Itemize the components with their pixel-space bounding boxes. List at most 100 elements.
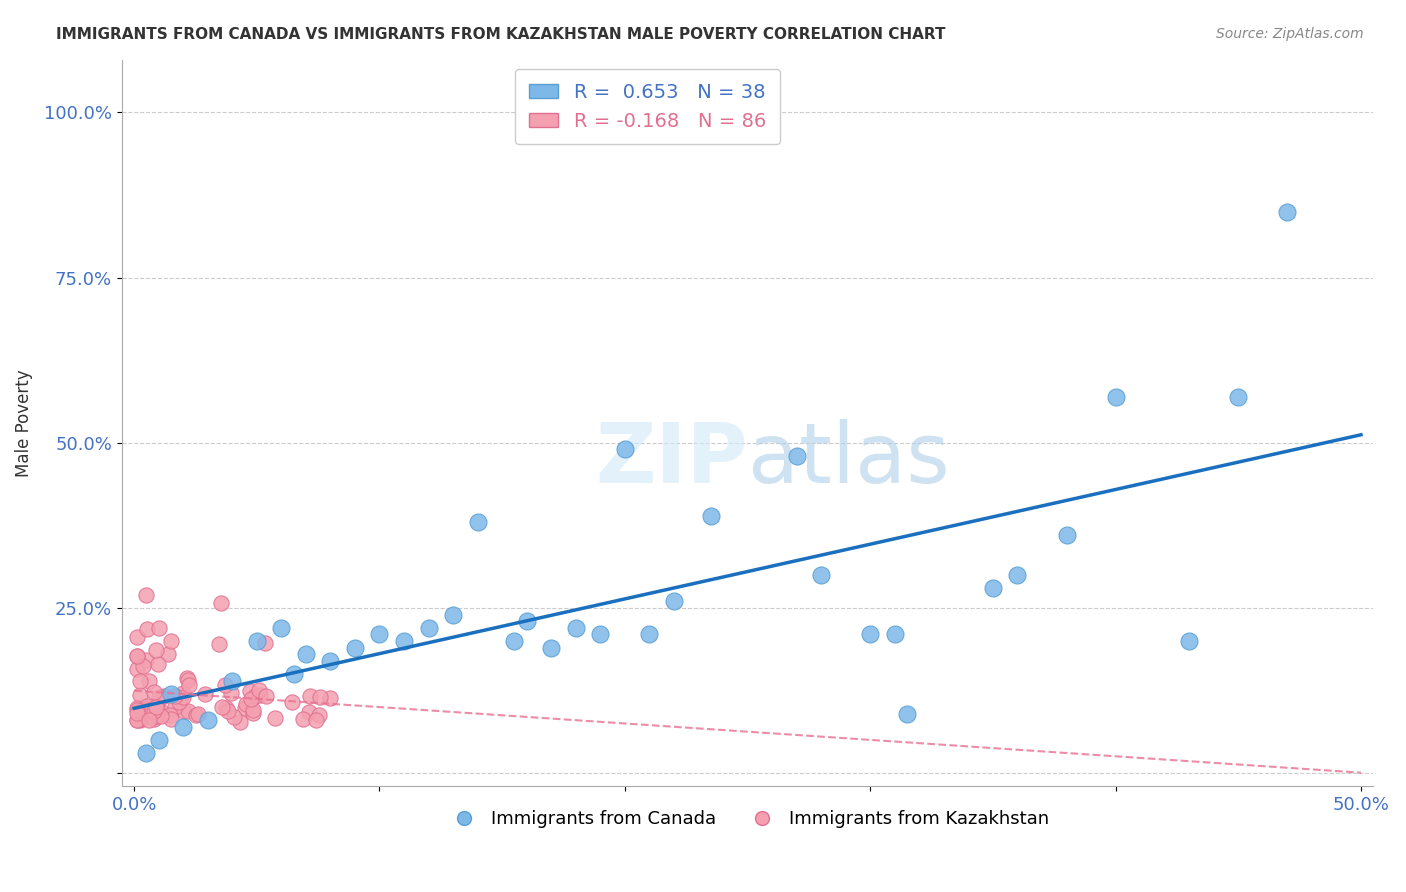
Immigrants from Kazakhstan (125, 662, 148, 676)
Immigrants from Kazakhstan (129, 712, 152, 726)
Immigrants from Kazakhstan (125, 706, 148, 720)
Immigrants from Kazakhstan (129, 688, 152, 702)
Immigrants from Kazakhstan (292, 713, 315, 727)
Immigrants from Kazakhstan (233, 701, 256, 715)
Immigrants from Kazakhstan (125, 649, 148, 664)
Immigrants from Kazakhstan (148, 690, 170, 704)
Immigrants from Kazakhstan (150, 690, 173, 704)
Immigrants from Kazakhstan (263, 711, 285, 725)
Immigrants from Canada (343, 640, 366, 655)
Immigrants from Canada (270, 621, 292, 635)
Immigrants from Kazakhstan (253, 636, 276, 650)
Immigrants from Kazakhstan (145, 700, 167, 714)
Immigrants from Kazakhstan (208, 637, 231, 651)
Text: IMMIGRANTS FROM CANADA VS IMMIGRANTS FROM KAZAKHSTAN MALE POVERTY CORRELATION CH: IMMIGRANTS FROM CANADA VS IMMIGRANTS FRO… (56, 27, 946, 42)
Immigrants from Canada (810, 568, 832, 582)
Immigrants from Canada (540, 640, 562, 655)
Immigrants from Canada (700, 508, 723, 523)
Immigrants from Kazakhstan (135, 653, 157, 667)
Immigrants from Kazakhstan (143, 712, 166, 726)
Immigrants from Canada (283, 667, 305, 681)
Legend: Immigrants from Canada, Immigrants from Kazakhstan: Immigrants from Canada, Immigrants from … (439, 803, 1056, 836)
Immigrants from Kazakhstan (219, 686, 242, 700)
Immigrants from Canada (516, 615, 538, 629)
Immigrants from Kazakhstan (128, 707, 150, 722)
Immigrants from Kazakhstan (141, 703, 163, 717)
Immigrants from Canada (467, 515, 489, 529)
Immigrants from Canada (613, 442, 636, 457)
Immigrants from Canada (896, 706, 918, 721)
Immigrants from Kazakhstan (298, 689, 321, 703)
Immigrants from Kazakhstan (142, 710, 165, 724)
Immigrants from Kazakhstan (177, 678, 200, 692)
Immigrants from Kazakhstan (177, 704, 200, 718)
Immigrants from Canada (1007, 568, 1029, 582)
Immigrants from Kazakhstan (125, 703, 148, 717)
Immigrants from Kazakhstan (146, 708, 169, 723)
Immigrants from Kazakhstan (176, 672, 198, 686)
Immigrants from Kazakhstan (239, 692, 262, 706)
Immigrants from Canada (246, 634, 269, 648)
Immigrants from Kazakhstan (243, 689, 266, 703)
Immigrants from Kazakhstan (186, 708, 208, 723)
Immigrants from Kazakhstan (142, 710, 165, 724)
Immigrants from Kazakhstan (308, 690, 330, 705)
Immigrants from Kazakhstan (242, 702, 264, 716)
Immigrants from Kazakhstan (125, 630, 148, 644)
Immigrants from Kazakhstan (304, 713, 326, 727)
Immigrants from Kazakhstan (217, 704, 239, 718)
Immigrants from Kazakhstan (145, 643, 167, 657)
Immigrants from Canada (1277, 204, 1299, 219)
Immigrants from Canada (883, 627, 905, 641)
Immigrants from Kazakhstan (138, 713, 160, 727)
Immigrants from Kazakhstan (214, 678, 236, 692)
Immigrants from Canada (418, 621, 440, 635)
Immigrants from Canada (1056, 528, 1078, 542)
Immigrants from Kazakhstan (134, 703, 156, 717)
Immigrants from Canada (859, 627, 882, 641)
Immigrants from Kazakhstan (148, 621, 170, 635)
Immigrants from Kazakhstan (319, 691, 342, 706)
Immigrants from Kazakhstan (159, 708, 181, 723)
Immigrants from Canada (503, 634, 526, 648)
Immigrants from Kazakhstan (136, 701, 159, 715)
Immigrants from Kazakhstan (146, 702, 169, 716)
Immigrants from Canada (1227, 390, 1250, 404)
Immigrants from Canada (172, 720, 194, 734)
Immigrants from Kazakhstan (167, 695, 190, 709)
Immigrants from Canada (589, 627, 612, 641)
Immigrants from Kazakhstan (136, 622, 159, 636)
Immigrants from Canada (565, 621, 588, 635)
Immigrants from Kazakhstan (160, 634, 183, 648)
Text: Source: ZipAtlas.com: Source: ZipAtlas.com (1216, 27, 1364, 41)
Immigrants from Canada (368, 627, 391, 641)
Immigrants from Kazakhstan (163, 689, 186, 703)
Immigrants from Kazakhstan (150, 709, 173, 723)
Immigrants from Canada (786, 449, 808, 463)
Immigrants from Kazakhstan (235, 697, 257, 711)
Immigrants from Canada (981, 581, 1004, 595)
Immigrants from Kazakhstan (187, 706, 209, 721)
Immigrants from Kazakhstan (172, 690, 194, 704)
Immigrants from Kazakhstan (173, 704, 195, 718)
Immigrants from Kazakhstan (132, 658, 155, 673)
Immigrants from Kazakhstan (146, 657, 169, 671)
Immigrants from Canada (392, 634, 415, 648)
Immigrants from Kazakhstan (152, 689, 174, 703)
Text: atlas: atlas (748, 419, 949, 500)
Immigrants from Kazakhstan (128, 714, 150, 728)
Immigrants from Kazakhstan (150, 705, 173, 719)
Immigrants from Kazakhstan (229, 714, 252, 729)
Immigrants from Kazakhstan (239, 684, 262, 698)
Immigrants from Kazakhstan (125, 700, 148, 714)
Immigrants from Kazakhstan (211, 700, 233, 714)
Immigrants from Canada (638, 627, 661, 641)
Immigrants from Canada (135, 747, 157, 761)
Immigrants from Kazakhstan (125, 648, 148, 663)
Immigrants from Kazakhstan (127, 713, 149, 727)
Immigrants from Kazakhstan (165, 700, 187, 714)
Immigrants from Kazakhstan (254, 689, 277, 703)
Immigrants from Canada (662, 594, 685, 608)
Immigrants from Kazakhstan (135, 588, 157, 602)
Immigrants from Kazakhstan (281, 695, 304, 709)
